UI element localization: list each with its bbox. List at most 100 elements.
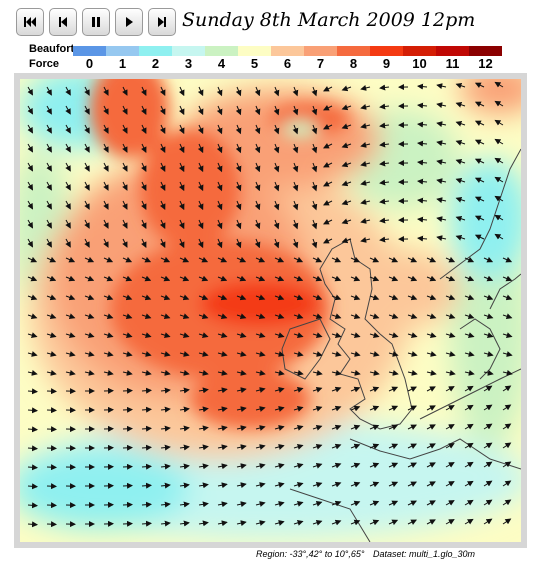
- wind-arrow: [350, 443, 361, 450]
- wind-arrow: [312, 294, 323, 301]
- wind-arrow: [331, 500, 342, 507]
- play-button[interactable]: [115, 8, 143, 36]
- wind-arrow: [502, 275, 513, 282]
- wind-arrow: [235, 181, 242, 192]
- wind-arrow: [464, 369, 475, 376]
- wind-arrow: [464, 313, 475, 320]
- wind-arrow: [141, 351, 152, 357]
- wind-arrow: [455, 177, 466, 184]
- wind-arrow: [483, 294, 494, 301]
- wind-arrow: [436, 121, 447, 128]
- step-forward-button[interactable]: [148, 8, 176, 36]
- wind-arrow: [483, 275, 494, 282]
- wind-arrow: [216, 162, 223, 173]
- map-footer: Region: -33°,42° to 10°,65° Dataset: mul…: [256, 549, 481, 559]
- wind-arrow: [274, 444, 285, 450]
- wind-arrow: [455, 196, 466, 203]
- wind-arrow: [417, 178, 428, 185]
- wind-arrow: [178, 181, 185, 192]
- wind-arrow: [159, 105, 166, 116]
- wind-arrow: [483, 369, 494, 376]
- wind-arrow: [27, 445, 38, 452]
- wind-arrow: [46, 86, 52, 96]
- wind-arrow: [388, 313, 399, 320]
- wind-arrow: [160, 501, 171, 508]
- wind-arrow: [445, 332, 456, 339]
- wind-arrow: [407, 351, 418, 357]
- wind-arrow: [103, 332, 114, 339]
- wind-arrow: [235, 162, 242, 173]
- wind-arrow: [350, 369, 361, 376]
- wind-arrow: [122, 463, 133, 470]
- wind-arrow: [292, 124, 299, 135]
- wind-arrow: [179, 294, 190, 301]
- wind-arrow: [178, 124, 185, 135]
- wind-arrow: [369, 405, 380, 412]
- dataset-text: Dataset: multi_1.glo_30m: [372, 549, 476, 559]
- wind-arrow: [388, 294, 399, 301]
- wind-arrow: [84, 86, 90, 96]
- wind-arrow: [483, 385, 493, 392]
- wind-arrow: [388, 462, 399, 469]
- wind-arrow: [255, 444, 266, 450]
- wind-arrow: [273, 124, 280, 135]
- wind-arrow: [179, 369, 190, 376]
- wind-arrow: [255, 275, 266, 282]
- wind-arrow: [236, 332, 247, 339]
- wind-arrow: [350, 294, 361, 301]
- wind-arrow: [474, 234, 485, 241]
- wind-arrow: [312, 332, 323, 339]
- wind-arrow: [122, 444, 133, 451]
- wind-arrow: [198, 275, 209, 282]
- legend-swatch-2: [139, 46, 172, 56]
- wind-arrow: [312, 405, 323, 412]
- pause-button[interactable]: [82, 8, 110, 36]
- skip-to-start-button[interactable]: [16, 8, 44, 36]
- wind-arrow: [292, 86, 299, 97]
- playback-controls: [16, 8, 176, 36]
- wind-arrow: [84, 351, 95, 357]
- wind-arrow: [27, 256, 38, 263]
- wind-arrow: [341, 85, 352, 92]
- wind-arrow: [292, 238, 299, 249]
- wind-arrow: [322, 124, 333, 130]
- wind-arrow: [255, 501, 266, 507]
- wind-arrow: [292, 105, 299, 116]
- wind-arrow: [46, 238, 52, 248]
- wind-arrow: [293, 424, 304, 431]
- wind-arrow: [292, 219, 299, 230]
- wind-arrow: [84, 124, 90, 134]
- wind-arrow: [331, 313, 342, 320]
- wind-arrow: [369, 351, 380, 357]
- step-back-button[interactable]: [49, 8, 77, 36]
- wind-arrow: [216, 105, 223, 116]
- wind-arrow: [197, 181, 204, 192]
- legend-swatch-3: [172, 46, 205, 56]
- wind-arrow: [255, 520, 266, 526]
- wind-arrow: [407, 275, 418, 282]
- wind-arrow: [65, 313, 76, 320]
- wind-arrow: [502, 256, 513, 263]
- wind-arrow: [235, 200, 242, 211]
- wind-arrow: [474, 215, 485, 222]
- wind-arrow: [311, 162, 318, 173]
- legend-number-3: 3: [184, 56, 193, 71]
- wind-arrow: [464, 351, 475, 357]
- wind-arrow: [502, 499, 512, 506]
- wind-arrow: [65, 181, 71, 191]
- wind-arrow: [388, 275, 399, 282]
- wind-arrow: [84, 275, 95, 282]
- wind-arrow: [464, 385, 474, 392]
- legend-swatch-9: [370, 46, 403, 56]
- wind-arrow: [159, 143, 166, 154]
- wind-arrow: [360, 142, 371, 148]
- wind-arrow: [474, 82, 485, 89]
- wind-arrow: [217, 520, 228, 527]
- wind-arrow: [236, 444, 247, 451]
- forecast-datetime-title: Sunday 8th March 2009 12pm: [182, 9, 476, 31]
- wind-arrow: [331, 443, 342, 450]
- wind-arrow: [331, 386, 342, 393]
- step-forward-icon: [158, 17, 166, 27]
- wind-arrow: [255, 369, 266, 376]
- wind-map[interactable]: [20, 79, 521, 542]
